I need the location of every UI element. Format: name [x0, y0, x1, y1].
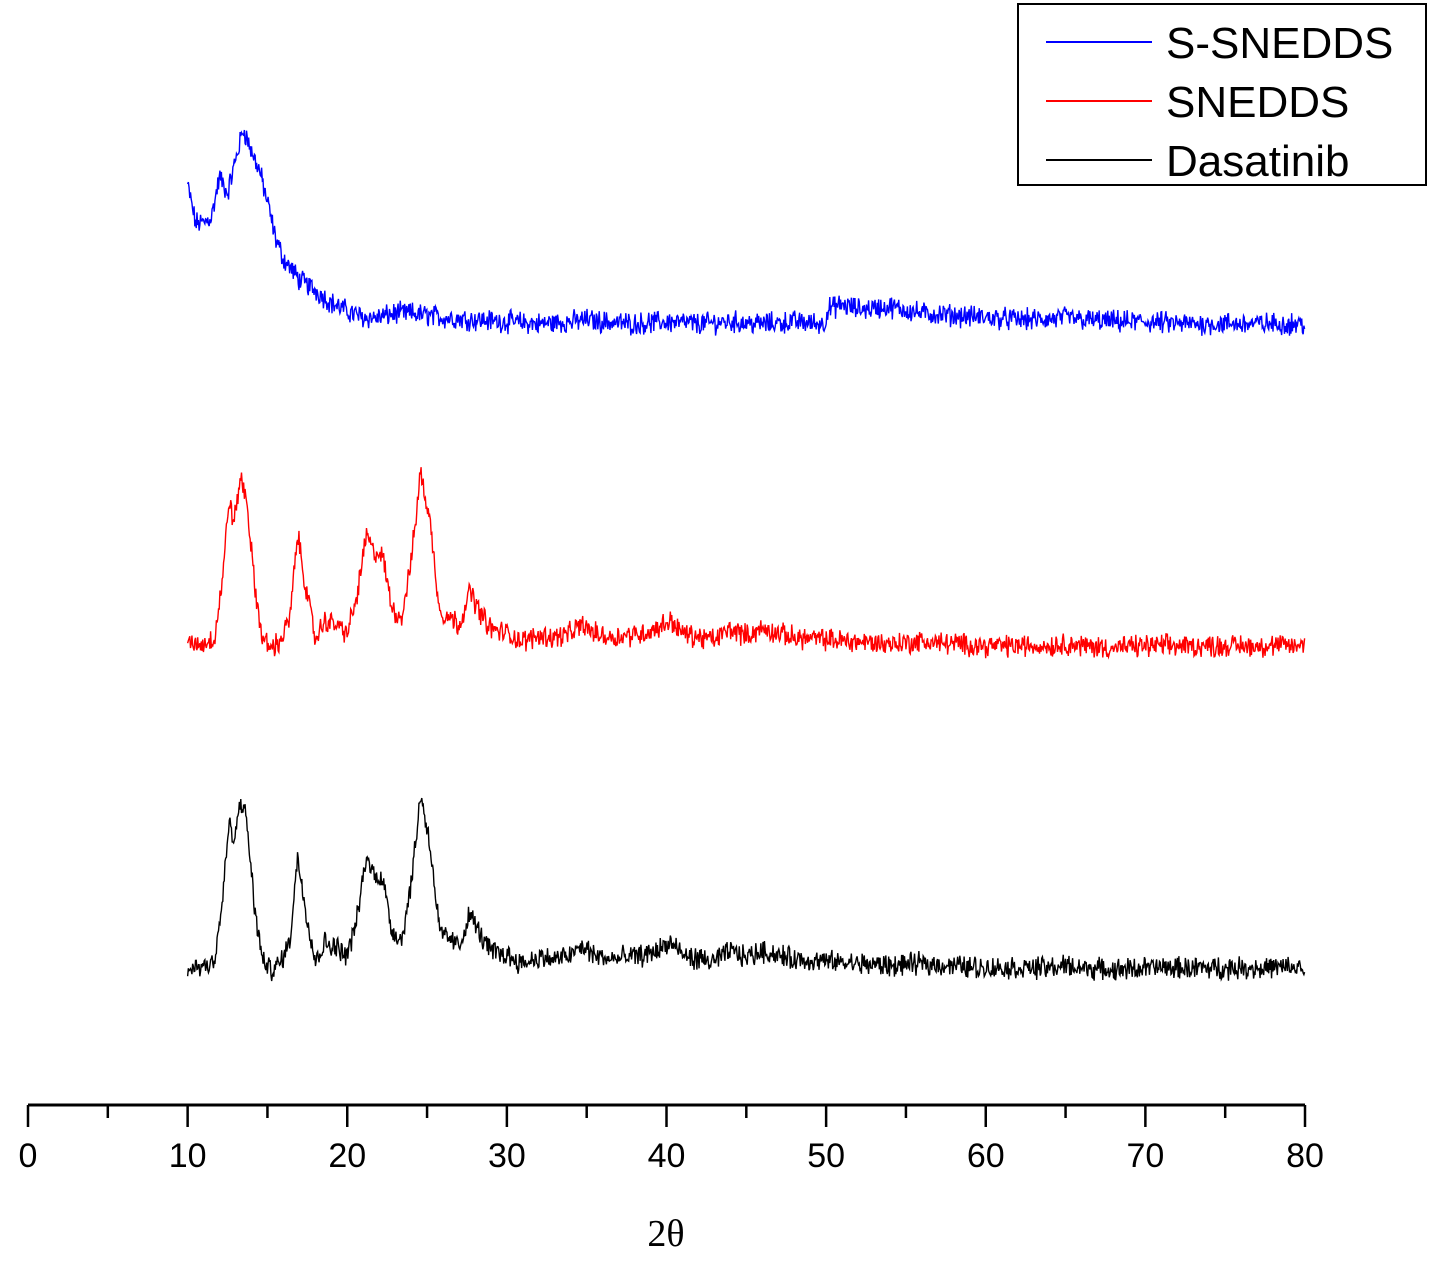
series-line-s-snedds	[186, 129, 1306, 336]
series-line-dasatinib	[186, 797, 1306, 982]
x-tick-label-40: 40	[648, 1137, 686, 1175]
x-tick-label-70: 70	[1126, 1137, 1164, 1175]
legend-items: S-SNEDDS SNEDDS Dasatinib	[1046, 19, 1393, 186]
legend-label-dasatinib: Dasatinib	[1166, 137, 1349, 186]
legend-label-snedds: SNEDDS	[1166, 78, 1349, 127]
legend-label-s-snedds: S-SNEDDS	[1166, 19, 1393, 68]
x-tick-label-50: 50	[807, 1137, 845, 1175]
plot-area	[186, 129, 1306, 982]
x-tick-label-30: 30	[488, 1137, 526, 1175]
legend-box	[1017, 3, 1427, 186]
x-ticks	[26, 1105, 1307, 1127]
x-tick-label-0: 0	[19, 1137, 38, 1175]
x-tick-label-20: 20	[328, 1137, 366, 1175]
series-layer	[186, 129, 1306, 982]
x-tick-label-10: 10	[169, 1137, 207, 1175]
x-tick-label-80: 80	[1286, 1137, 1324, 1175]
x-axis-title: 2θ	[647, 1213, 684, 1255]
series-line-snedds	[186, 467, 1306, 660]
x-tick-label-60: 60	[967, 1137, 1005, 1175]
x-tick-labels: 0 10 20 30 40 50 60 70 80	[19, 1137, 1324, 1175]
legend: S-SNEDDS SNEDDS Dasatinib	[1017, 3, 1427, 186]
x-axis: 0 10 20 30 40 50 60 70 80	[19, 1103, 1324, 1175]
